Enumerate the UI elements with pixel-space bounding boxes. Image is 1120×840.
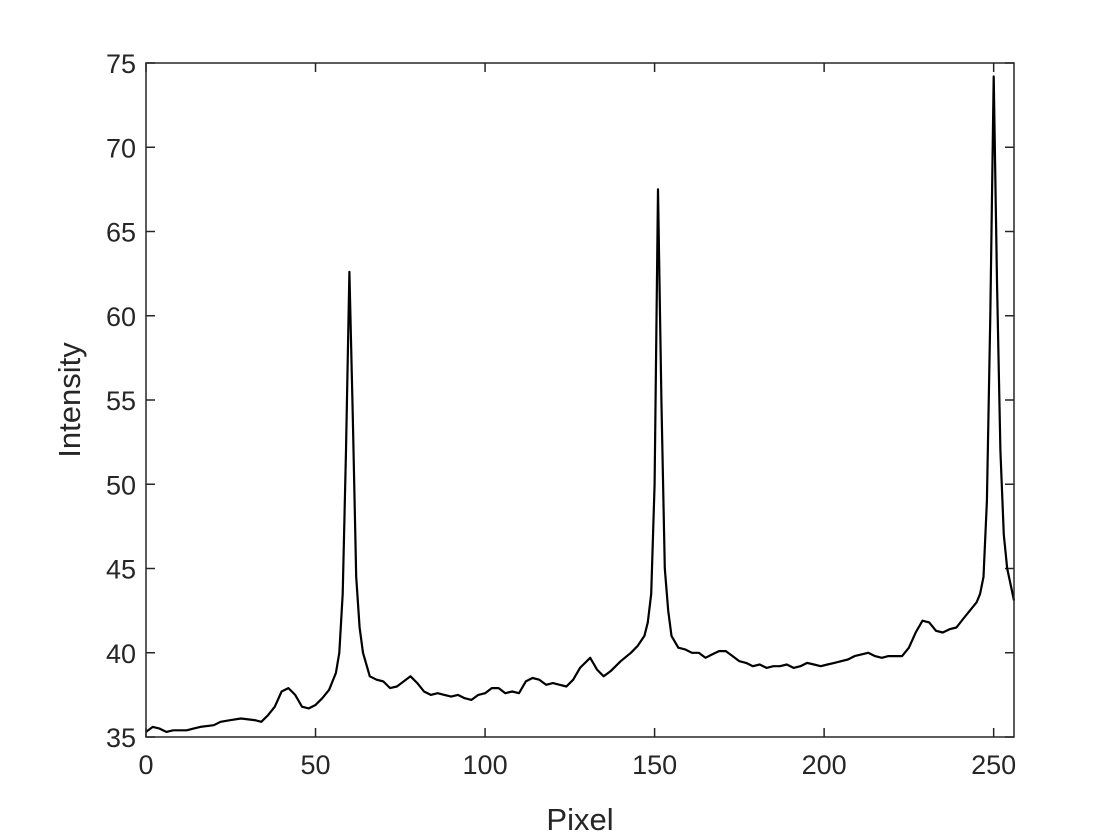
x-tick-label: 250 [971, 750, 1016, 780]
y-tick-label: 55 [106, 386, 136, 416]
y-tick-label: 65 [106, 218, 136, 248]
x-tick-label: 200 [802, 750, 847, 780]
x-tick-label: 0 [138, 750, 153, 780]
y-tick-label: 75 [106, 49, 136, 79]
x-axis-label: Pixel [546, 802, 613, 837]
y-tick-label: 35 [106, 723, 136, 753]
y-tick-label: 40 [106, 639, 136, 669]
y-tick-label: 45 [106, 555, 136, 585]
ticks: 0 50 100 150 200 250 35 40 45 50 55 60 65 70 75 [106, 49, 1016, 780]
y-tick-label: 60 [106, 302, 136, 332]
y-tick-label: 70 [106, 133, 136, 163]
x-tick-label: 150 [632, 750, 677, 780]
x-tick-label: 100 [463, 750, 508, 780]
series-line [145, 75, 1016, 733]
y-axis-label: Intensity [52, 342, 87, 458]
plot-frame [145, 62, 1015, 738]
x-tick-label: 50 [301, 750, 331, 780]
y-tick-label: 50 [106, 470, 136, 500]
